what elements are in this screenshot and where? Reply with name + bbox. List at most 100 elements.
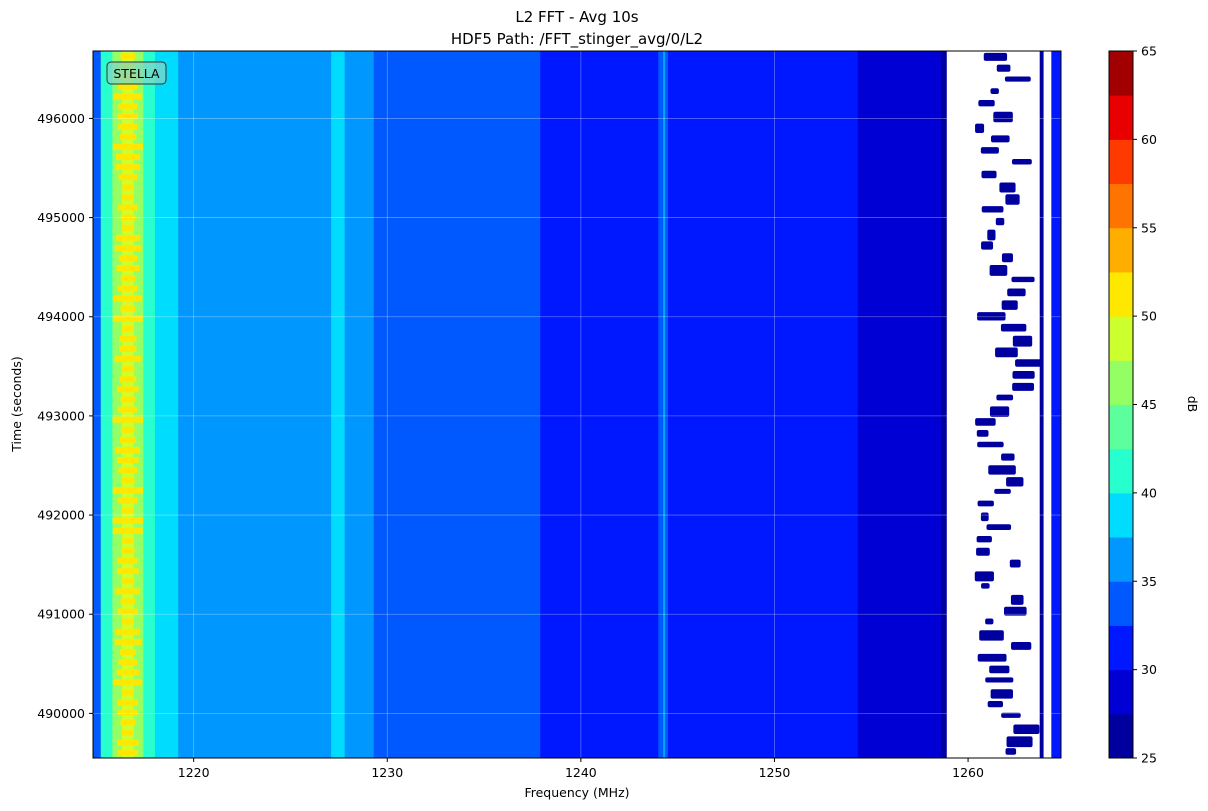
ripple-mark [120, 719, 136, 726]
ripple-mark [122, 537, 134, 544]
band-7 [178, 51, 332, 758]
blob-mark [1006, 736, 1033, 748]
y-axis: 490000 491000 492000 493000 494000 495000 4960… [37, 111, 93, 721]
colorbar-segment [1109, 713, 1133, 759]
colorbar-segment [1109, 183, 1133, 229]
blob-mark [990, 689, 1013, 699]
ripple-mark [118, 255, 137, 262]
annotation-label: STELLA [113, 66, 160, 81]
ripple-mark [121, 507, 134, 514]
ripple-mark [112, 487, 143, 494]
band-10 [373, 51, 541, 758]
ripple-mark [115, 588, 140, 595]
ripple-mark [112, 517, 144, 524]
colorbar-tick-label: 25 [1141, 751, 1157, 766]
blob-mark [981, 583, 990, 589]
ripple-mark [116, 265, 140, 272]
ripple-mark [117, 699, 139, 706]
colorbar-tick-label: 55 [1141, 220, 1157, 235]
blob-mark [978, 100, 995, 107]
blob-mark [1001, 253, 1013, 263]
blob-mark [977, 312, 1006, 321]
colorbar-tick-label: 50 [1141, 309, 1157, 324]
y-axis-label: Time (seconds) [9, 356, 24, 452]
blob-mark [1010, 594, 1024, 605]
blob-mark [1003, 606, 1027, 616]
blob-mark [1012, 382, 1035, 391]
blob-mark [1013, 724, 1040, 735]
blob-mark [981, 241, 994, 250]
band-texture [112, 51, 1042, 758]
ripple-mark [118, 123, 138, 130]
annotation-box: STELLA [106, 61, 167, 85]
blob-mark [994, 488, 1011, 494]
ripple-mark [118, 709, 138, 716]
x-axis: 1220 1230 1240 1250 1260 [178, 758, 984, 780]
blob-mark [976, 536, 992, 543]
colorbar-tick-label: 45 [1141, 397, 1157, 412]
ripple-mark [116, 154, 140, 161]
colorbar-segment [1109, 360, 1133, 405]
band-1 [100, 51, 113, 758]
blob-mark [977, 653, 1007, 662]
blob-mark [980, 512, 989, 522]
plot-area [93, 51, 1061, 758]
colorbar-tick-label: 30 [1141, 662, 1157, 677]
ripple-mark [114, 244, 141, 251]
colorbar-tick-label: 60 [1141, 132, 1157, 147]
blob-mark [976, 547, 990, 556]
ripple-mark [117, 113, 138, 120]
band-17 [1039, 51, 1045, 758]
blob-mark [1015, 359, 1042, 367]
colorbar-segment [1109, 404, 1133, 450]
band-16 [946, 51, 1041, 758]
colorbar-label: dB [1185, 396, 1200, 413]
band-5 [143, 51, 156, 758]
ripple-mark [116, 234, 140, 241]
blob-mark [987, 700, 1004, 708]
band-0 [93, 51, 102, 758]
ripple-mark [121, 729, 134, 736]
ripple-mark [122, 689, 134, 696]
y-tick-label: 491000 [37, 607, 85, 622]
ripple-mark [115, 164, 140, 171]
ripple-mark [121, 426, 135, 433]
blob-mark [1001, 300, 1018, 310]
blob-mark [981, 170, 997, 179]
ripple-mark [118, 103, 138, 110]
ripple-mark [120, 396, 136, 403]
colorbar-tick-label: 65 [1141, 44, 1157, 59]
blob-mark [990, 88, 999, 95]
band-11 [540, 51, 659, 758]
blob-mark [981, 206, 1004, 213]
band-19 [1051, 51, 1061, 758]
colorbar-segment [1109, 51, 1133, 96]
ripple-mark [118, 497, 138, 504]
ripple-mark [120, 598, 136, 605]
blob-mark [987, 229, 996, 241]
blob-mark [989, 406, 1010, 417]
ripple-mark [117, 386, 139, 393]
narrow-line-mark [337, 51, 340, 758]
frequency-bands [93, 51, 1061, 758]
y-tick-label: 492000 [37, 508, 85, 523]
blob-mark [995, 217, 1005, 226]
ripple-mark [119, 376, 137, 383]
blob-mark [996, 394, 1014, 401]
band-14 [857, 51, 942, 758]
x-tick-label: 1220 [178, 765, 210, 780]
x-tick-label: 1230 [371, 765, 403, 780]
band-2 [112, 51, 123, 758]
blob-mark [979, 630, 1004, 641]
blob-mark [1012, 335, 1033, 347]
blob-mark [1006, 477, 1024, 487]
colorbar-segment [1109, 448, 1133, 494]
x-tick-label: 1240 [565, 765, 597, 780]
colorbar-segment [1109, 271, 1133, 317]
ripple-mark [117, 457, 139, 464]
ripple-mark [114, 638, 142, 645]
blob-mark [999, 182, 1016, 193]
blob-mark [1005, 194, 1020, 205]
blob-mark [1012, 371, 1035, 379]
